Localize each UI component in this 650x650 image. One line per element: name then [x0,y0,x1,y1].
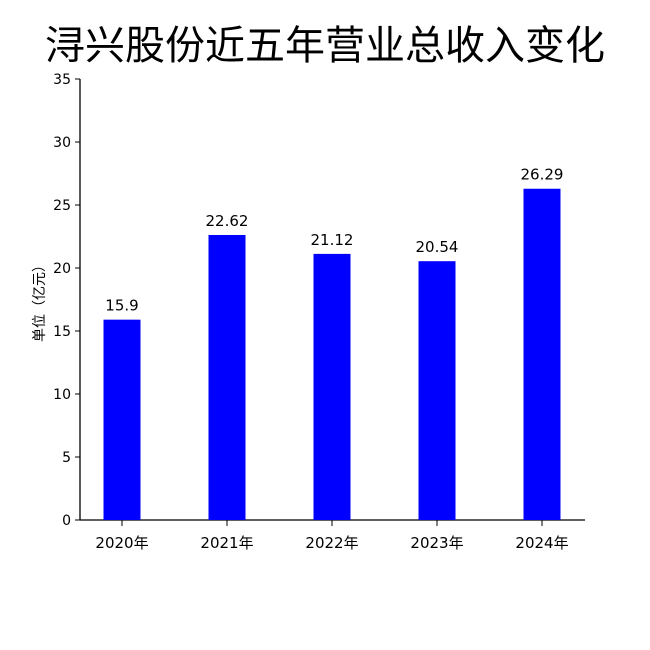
x-tick-label: 2020年 [95,534,148,552]
bar [313,253,351,520]
labels-layer: 15.9 22.62 21.12 20.54 26.29 [105,166,563,315]
x-tick-label: 2023年 [410,534,463,552]
bar-value-label: 21.12 [311,231,354,249]
x-tick-label: 2022年 [305,534,358,552]
bars-layer [103,188,561,520]
bar [523,188,561,520]
bar-value-label: 15.9 [105,297,138,315]
y-tick-label: 30 [53,135,71,151]
y-tick-label: 20 [53,261,71,277]
y-tick-label: 0 [62,513,71,529]
bar-value-label: 20.54 [416,238,459,256]
y-tick-label: 10 [53,387,71,403]
y-tick-label: 15 [53,324,71,340]
y-axis-title: 单位（亿元） [32,258,48,342]
y-tick-label: 5 [62,450,71,466]
y-tick-label: 35 [53,72,71,88]
bar-value-label: 22.62 [206,212,249,230]
x-tick-label: 2021年 [200,534,253,552]
bar [418,261,456,520]
bar [208,234,246,520]
y-tick-label: 25 [53,198,71,214]
bar [103,319,141,520]
bar-value-label: 26.29 [521,166,564,184]
chart-title: 浔兴股份近五年营业总收入变化 [45,23,605,69]
x-tick-label: 2024年 [515,534,568,552]
